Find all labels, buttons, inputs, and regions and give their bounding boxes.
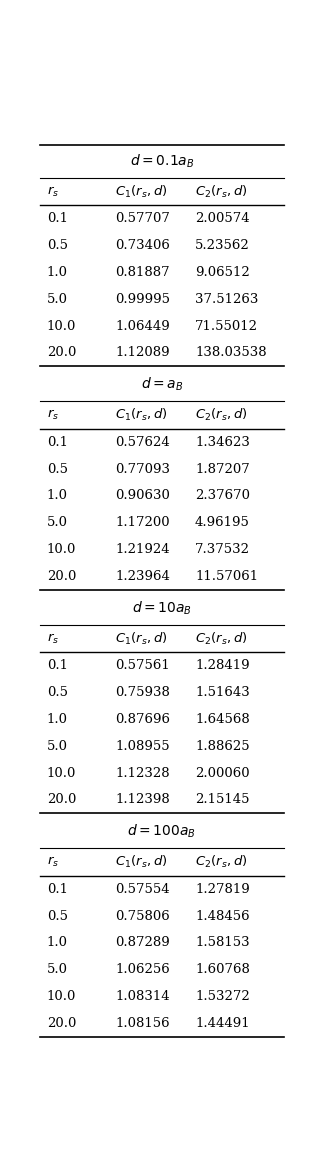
Text: 0.5: 0.5: [47, 686, 68, 700]
Text: 0.90630: 0.90630: [115, 489, 170, 502]
Text: $r_s$: $r_s$: [47, 185, 59, 199]
Text: 10.0: 10.0: [47, 543, 76, 556]
Text: 0.87696: 0.87696: [115, 713, 170, 725]
Text: $C_2(r_s, d)$: $C_2(r_s, d)$: [195, 184, 247, 200]
Text: 10.0: 10.0: [47, 319, 76, 332]
Text: 1.64568: 1.64568: [195, 713, 250, 725]
Text: 1.27819: 1.27819: [195, 883, 250, 896]
Text: 5.0: 5.0: [47, 963, 68, 976]
Text: 0.75806: 0.75806: [115, 909, 170, 923]
Text: 1.58153: 1.58153: [195, 936, 250, 949]
Text: 1.21924: 1.21924: [115, 543, 170, 556]
Text: 1.34623: 1.34623: [195, 436, 250, 449]
Text: 0.75938: 0.75938: [115, 686, 170, 700]
Text: $C_2(r_s, d)$: $C_2(r_s, d)$: [195, 854, 247, 870]
Text: $C_1(r_s, d)$: $C_1(r_s, d)$: [115, 854, 168, 870]
Text: $C_1(r_s, d)$: $C_1(r_s, d)$: [115, 631, 168, 647]
Text: 7.37532: 7.37532: [195, 543, 250, 556]
Text: 1.23964: 1.23964: [115, 570, 170, 583]
Text: 0.1: 0.1: [47, 436, 68, 449]
Text: 0.5: 0.5: [47, 909, 68, 923]
Text: 10.0: 10.0: [47, 766, 76, 779]
Text: 1.0: 1.0: [47, 489, 68, 502]
Text: 0.5: 0.5: [47, 239, 68, 253]
Text: $d = 0.1a_B$: $d = 0.1a_B$: [130, 152, 194, 170]
Text: 0.87289: 0.87289: [115, 936, 170, 949]
Text: 0.57554: 0.57554: [115, 883, 170, 896]
Text: 1.12398: 1.12398: [115, 793, 170, 806]
Text: 0.5: 0.5: [47, 462, 68, 476]
Text: 71.55012: 71.55012: [195, 319, 258, 332]
Text: 0.1: 0.1: [47, 213, 68, 226]
Text: $C_2(r_s, d)$: $C_2(r_s, d)$: [195, 407, 247, 424]
Text: 1.0: 1.0: [47, 936, 68, 949]
Text: 138.03538: 138.03538: [195, 346, 267, 359]
Text: 1.48456: 1.48456: [195, 909, 250, 923]
Text: 1.08156: 1.08156: [115, 1017, 170, 1030]
Text: $r_s$: $r_s$: [47, 408, 59, 422]
Text: 0.73406: 0.73406: [115, 239, 170, 253]
Text: 37.51263: 37.51263: [195, 292, 258, 305]
Text: 1.60768: 1.60768: [195, 963, 250, 976]
Text: $d = a_B$: $d = a_B$: [141, 376, 183, 393]
Text: 0.99995: 0.99995: [115, 292, 170, 305]
Text: 0.57707: 0.57707: [115, 213, 170, 226]
Text: $r_s$: $r_s$: [47, 855, 59, 869]
Text: 1.0: 1.0: [47, 713, 68, 725]
Text: 0.1: 0.1: [47, 660, 68, 673]
Text: 20.0: 20.0: [47, 793, 76, 806]
Text: $d = 100a_B$: $d = 100a_B$: [127, 823, 197, 840]
Text: $C_1(r_s, d)$: $C_1(r_s, d)$: [115, 407, 168, 424]
Text: 1.06256: 1.06256: [115, 963, 170, 976]
Text: 1.12328: 1.12328: [115, 766, 170, 779]
Text: 1.51643: 1.51643: [195, 686, 250, 700]
Text: 1.08955: 1.08955: [115, 739, 170, 752]
Text: 9.06512: 9.06512: [195, 266, 250, 278]
Text: 1.17200: 1.17200: [115, 516, 170, 529]
Text: 0.77093: 0.77093: [115, 462, 170, 476]
Text: $r_s$: $r_s$: [47, 632, 59, 646]
Text: 1.28419: 1.28419: [195, 660, 250, 673]
Text: 1.87207: 1.87207: [195, 462, 250, 476]
Text: 0.57561: 0.57561: [115, 660, 170, 673]
Text: 2.37670: 2.37670: [195, 489, 250, 502]
Text: 5.23562: 5.23562: [195, 239, 250, 253]
Text: 10.0: 10.0: [47, 990, 76, 1003]
Text: 1.06449: 1.06449: [115, 319, 170, 332]
Text: 2.00060: 2.00060: [195, 766, 250, 779]
Text: 1.88625: 1.88625: [195, 739, 250, 752]
Text: 0.81887: 0.81887: [115, 266, 170, 278]
Text: 1.0: 1.0: [47, 266, 68, 278]
Text: 5.0: 5.0: [47, 292, 68, 305]
Text: $C_1(r_s, d)$: $C_1(r_s, d)$: [115, 184, 168, 200]
Text: 1.53272: 1.53272: [195, 990, 250, 1003]
Text: $C_2(r_s, d)$: $C_2(r_s, d)$: [195, 631, 247, 647]
Text: 0.1: 0.1: [47, 883, 68, 896]
Text: 20.0: 20.0: [47, 570, 76, 583]
Text: 2.00574: 2.00574: [195, 213, 250, 226]
Text: 5.0: 5.0: [47, 516, 68, 529]
Text: 1.44491: 1.44491: [195, 1017, 250, 1030]
Text: $d = 10a_B$: $d = 10a_B$: [132, 599, 192, 617]
Text: 20.0: 20.0: [47, 1017, 76, 1030]
Text: 1.12089: 1.12089: [115, 346, 170, 359]
Text: 20.0: 20.0: [47, 346, 76, 359]
Text: 2.15145: 2.15145: [195, 793, 250, 806]
Text: 0.57624: 0.57624: [115, 436, 170, 449]
Text: 4.96195: 4.96195: [195, 516, 250, 529]
Text: 11.57061: 11.57061: [195, 570, 258, 583]
Text: 5.0: 5.0: [47, 739, 68, 752]
Text: 1.08314: 1.08314: [115, 990, 170, 1003]
